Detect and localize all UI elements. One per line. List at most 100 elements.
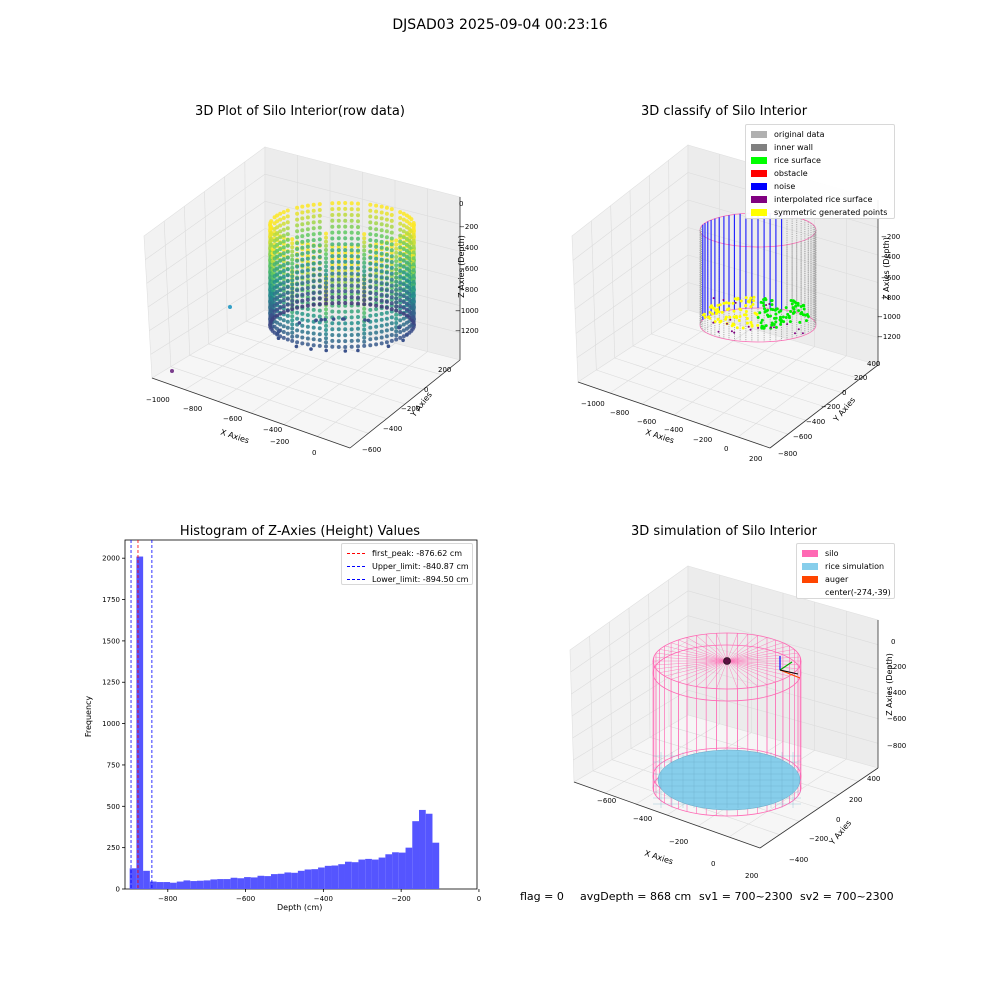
scatter-point (398, 335, 403, 340)
silo-roof-spoke (655, 660, 728, 670)
scatter-point (317, 266, 322, 271)
rice-point (805, 319, 808, 323)
scatter-point (300, 287, 305, 291)
rice-point (752, 295, 756, 299)
scatter-point (409, 217, 414, 222)
scatter-point (379, 204, 384, 209)
scatter-point (277, 328, 282, 333)
histogram-bar (324, 865, 332, 889)
rice-point (762, 304, 766, 308)
scatter-point (394, 246, 399, 251)
rice-point (731, 301, 735, 305)
scatter-point (356, 272, 360, 277)
y-tick-label: 0 (116, 886, 120, 894)
rice-point (796, 303, 800, 307)
scatter-point (356, 278, 360, 282)
scatter-point (336, 242, 341, 247)
interp-point (730, 330, 733, 333)
histogram-bar (412, 821, 420, 889)
rice-point (759, 321, 763, 325)
silo-roof-spoke (653, 656, 728, 662)
scatter-point (379, 275, 384, 280)
scatter-point (379, 216, 384, 221)
histogram-bar (190, 881, 197, 889)
scatter-point (281, 274, 286, 279)
scatter-point (305, 209, 310, 214)
scatter-point (389, 218, 394, 223)
scatter-point (374, 342, 379, 347)
scatter-point (384, 235, 389, 240)
scatter-point (343, 236, 348, 241)
scatter-point (300, 281, 305, 286)
histogram-bar (217, 879, 224, 889)
p2-ztick: −1200 (877, 333, 901, 341)
scatter-point (394, 321, 399, 325)
legend-line (347, 553, 365, 554)
scatter-point (285, 285, 290, 289)
rice-point (802, 307, 806, 311)
p4-xtick: −600 (597, 797, 617, 805)
scatter-point (336, 265, 341, 270)
scatter-point (300, 275, 305, 280)
scatter-point (336, 262, 341, 267)
scatter-point (330, 213, 335, 217)
silo-roof-spoke (726, 649, 795, 662)
scatter-point (295, 229, 300, 234)
scatter-point (295, 217, 300, 222)
scatter-point (356, 326, 360, 331)
scatter-point (295, 282, 300, 287)
scatter-point (374, 238, 379, 243)
scatter-point (343, 265, 348, 270)
scatter-point (368, 226, 373, 231)
rice-point (732, 323, 736, 327)
scatter-point (330, 333, 335, 337)
p4-ztick: −800 (887, 742, 907, 750)
scatter-point (394, 275, 399, 280)
legend-entry-obstacle: obstacle (751, 167, 889, 180)
silo-roof-spoke (726, 652, 799, 662)
scatter-point (356, 236, 360, 241)
interp-point (797, 328, 800, 331)
scatter-point (411, 221, 416, 225)
scatter-point (285, 249, 290, 254)
scatter-point (305, 203, 310, 208)
scatter-point (285, 208, 290, 213)
p1-ztick: −400 (459, 244, 479, 252)
scatter-point (305, 342, 310, 347)
scatter-point (389, 213, 394, 217)
scatter-point (411, 297, 416, 302)
silo-roof-spoke (726, 660, 783, 680)
y-axis-line (349, 359, 461, 449)
scatter-point (311, 214, 316, 219)
scatter-point (384, 305, 389, 310)
scatter-point (275, 313, 280, 318)
scatter-point (343, 248, 348, 253)
scatter-point (324, 268, 328, 273)
histogram-bar (170, 882, 177, 889)
scatter-point (275, 295, 280, 300)
scatter-point (384, 241, 389, 246)
scatter-point (349, 230, 354, 235)
x-axis-line (573, 781, 761, 849)
scatter-point (404, 320, 409, 325)
footer-avg-depth: avgDepth = 868 cm (580, 890, 692, 903)
scatter-point (349, 309, 354, 314)
interp-point (749, 328, 752, 331)
p4-xtick: −400 (633, 815, 653, 823)
scatter-point (317, 255, 322, 259)
scatter-point (295, 241, 300, 246)
p4-ytick: −200 (809, 835, 829, 843)
rice-point (716, 317, 720, 321)
scatter-point (300, 269, 305, 274)
scatter-point (324, 289, 328, 294)
scatter-point (362, 315, 367, 320)
scatter-point (330, 321, 335, 326)
scatter-point (356, 260, 360, 265)
scatter-point (275, 242, 280, 247)
scatter-point (349, 277, 354, 282)
silo-roof-spoke (716, 660, 728, 689)
scatter-point (311, 313, 316, 318)
scatter-point (305, 233, 310, 237)
scatter-point (343, 212, 348, 217)
scatter-point (317, 332, 322, 337)
